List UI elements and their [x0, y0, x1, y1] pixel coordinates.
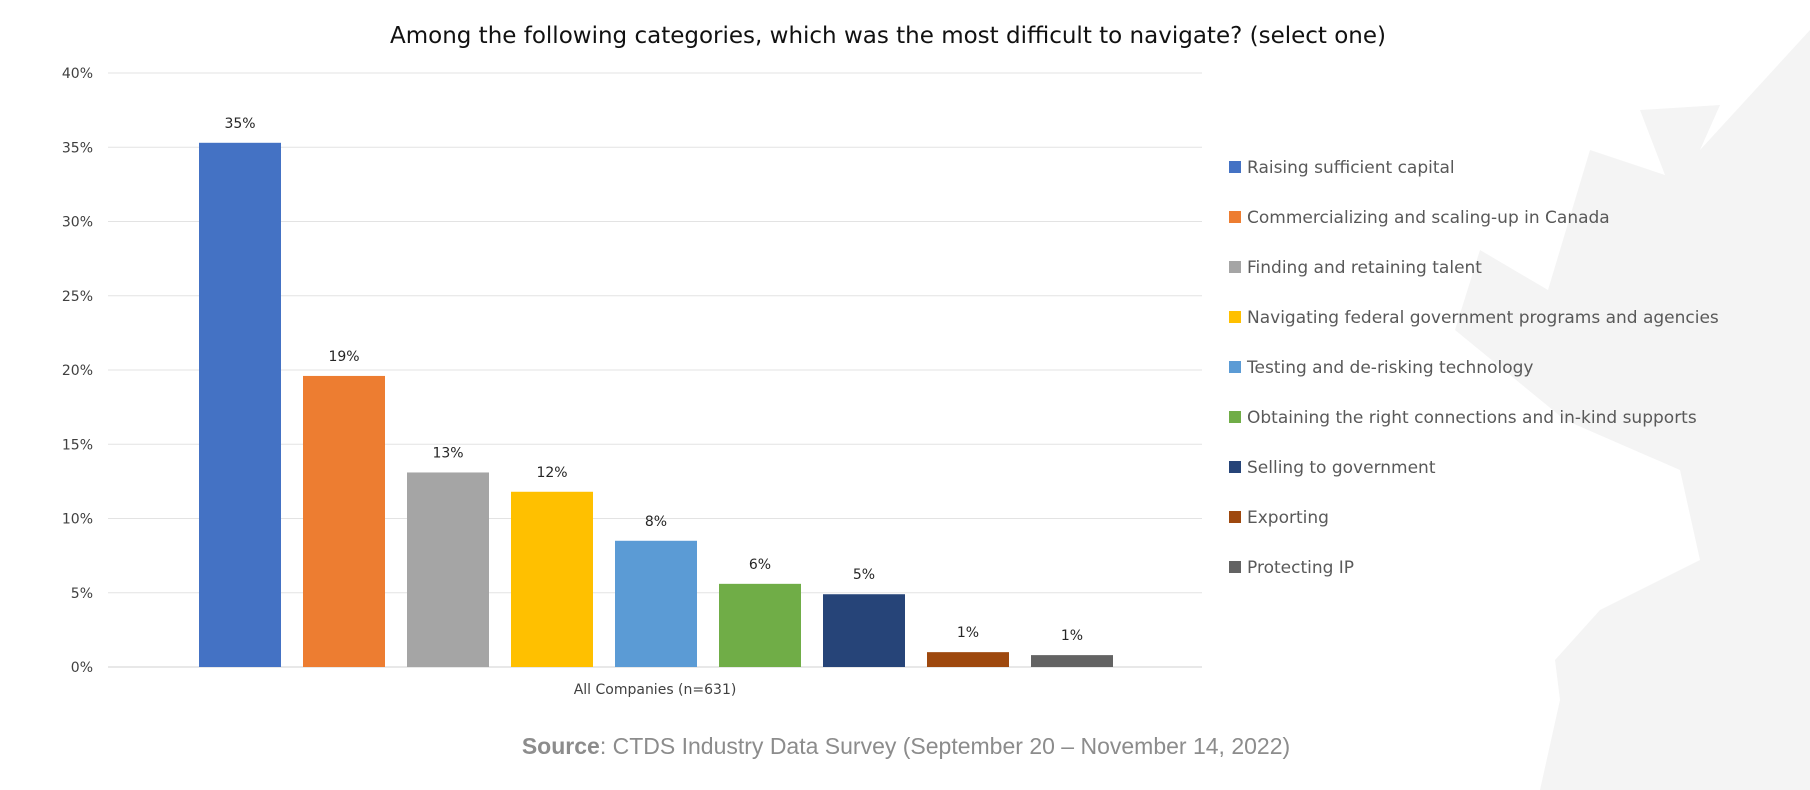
legend-label: Obtaining the right connections and in-k…: [1247, 408, 1697, 428]
bar: [511, 491, 593, 667]
y-tick-label: 25%: [62, 289, 93, 305]
legend-label: Finding and retaining talent: [1247, 258, 1482, 278]
bar: [407, 472, 489, 667]
legend-swatch: [1229, 411, 1241, 423]
x-axis-category-label: All Companies (n=631): [574, 682, 737, 698]
legend-label: Navigating federal government programs a…: [1247, 308, 1719, 328]
y-tick-label: 20%: [62, 363, 93, 379]
legend-label: Selling to government: [1247, 458, 1436, 478]
legend-label: Testing and de-risking technology: [1246, 358, 1533, 378]
bar: [199, 142, 281, 668]
legend-item: Commercializing and scaling-up in Canada: [1229, 208, 1610, 228]
legend-item: Protecting IP: [1229, 558, 1354, 578]
chart-title: Among the following categories, which wa…: [390, 23, 1386, 49]
legend-item: Obtaining the right connections and in-k…: [1229, 408, 1697, 428]
bar: [615, 540, 697, 667]
data-label: 1%: [957, 625, 979, 641]
data-labels: 35% 19% 13% 12% 8% 6% 5% 1% 1%: [224, 116, 1083, 644]
y-tick-label: 35%: [62, 140, 93, 156]
legend-swatch: [1229, 211, 1241, 223]
legend-label: Commercializing and scaling-up in Canada: [1247, 208, 1610, 228]
bar: [823, 594, 905, 667]
legend-item: Finding and retaining talent: [1229, 258, 1482, 278]
data-label: 13%: [432, 445, 463, 461]
legend-swatch: [1229, 161, 1241, 173]
bar: [303, 375, 385, 667]
y-tick-label: 40%: [62, 66, 93, 82]
data-label: 1%: [1061, 628, 1083, 644]
y-tick-label: 5%: [71, 586, 93, 602]
data-label: 19%: [328, 349, 359, 365]
y-tick-label: 30%: [62, 215, 93, 231]
data-label: 8%: [645, 514, 667, 530]
y-tick-label: 0%: [71, 660, 93, 676]
legend-swatch: [1229, 561, 1241, 573]
legend-swatch: [1229, 511, 1241, 523]
source-note: Source: CTDS Industry Data Survey (Septe…: [522, 733, 1290, 759]
data-label: 35%: [224, 116, 255, 132]
legend-item: Navigating federal government programs a…: [1229, 308, 1719, 328]
legend-item: Exporting: [1229, 508, 1329, 528]
source-text: : CTDS Industry Data Survey (September 2…: [600, 733, 1290, 759]
bar: [1031, 655, 1113, 667]
legend-swatch: [1229, 261, 1241, 273]
legend: Raising sufficient capital Commercializin…: [1229, 158, 1719, 578]
data-label: 6%: [749, 557, 771, 573]
legend-item: Testing and de-risking technology: [1229, 358, 1533, 378]
data-label: 5%: [853, 567, 875, 583]
source-bold: Source: [522, 733, 600, 759]
legend-swatch: [1229, 461, 1241, 473]
bars: [199, 142, 1113, 668]
legend-label: Exporting: [1247, 508, 1329, 528]
data-label: 12%: [536, 465, 567, 481]
legend-swatch: [1229, 361, 1241, 373]
y-axis: 0% 5% 10% 15% 20% 25% 30% 35% 40%: [62, 66, 93, 676]
bar: [927, 652, 1009, 667]
y-tick-label: 10%: [62, 512, 93, 528]
legend-label: Protecting IP: [1247, 558, 1354, 578]
legend-item: Selling to government: [1229, 458, 1436, 478]
y-tick-label: 15%: [62, 437, 93, 453]
bar: [719, 583, 801, 667]
legend-swatch: [1229, 311, 1241, 323]
legend-label: Raising sufficient capital: [1247, 158, 1455, 178]
legend-item: Raising sufficient capital: [1229, 158, 1455, 178]
